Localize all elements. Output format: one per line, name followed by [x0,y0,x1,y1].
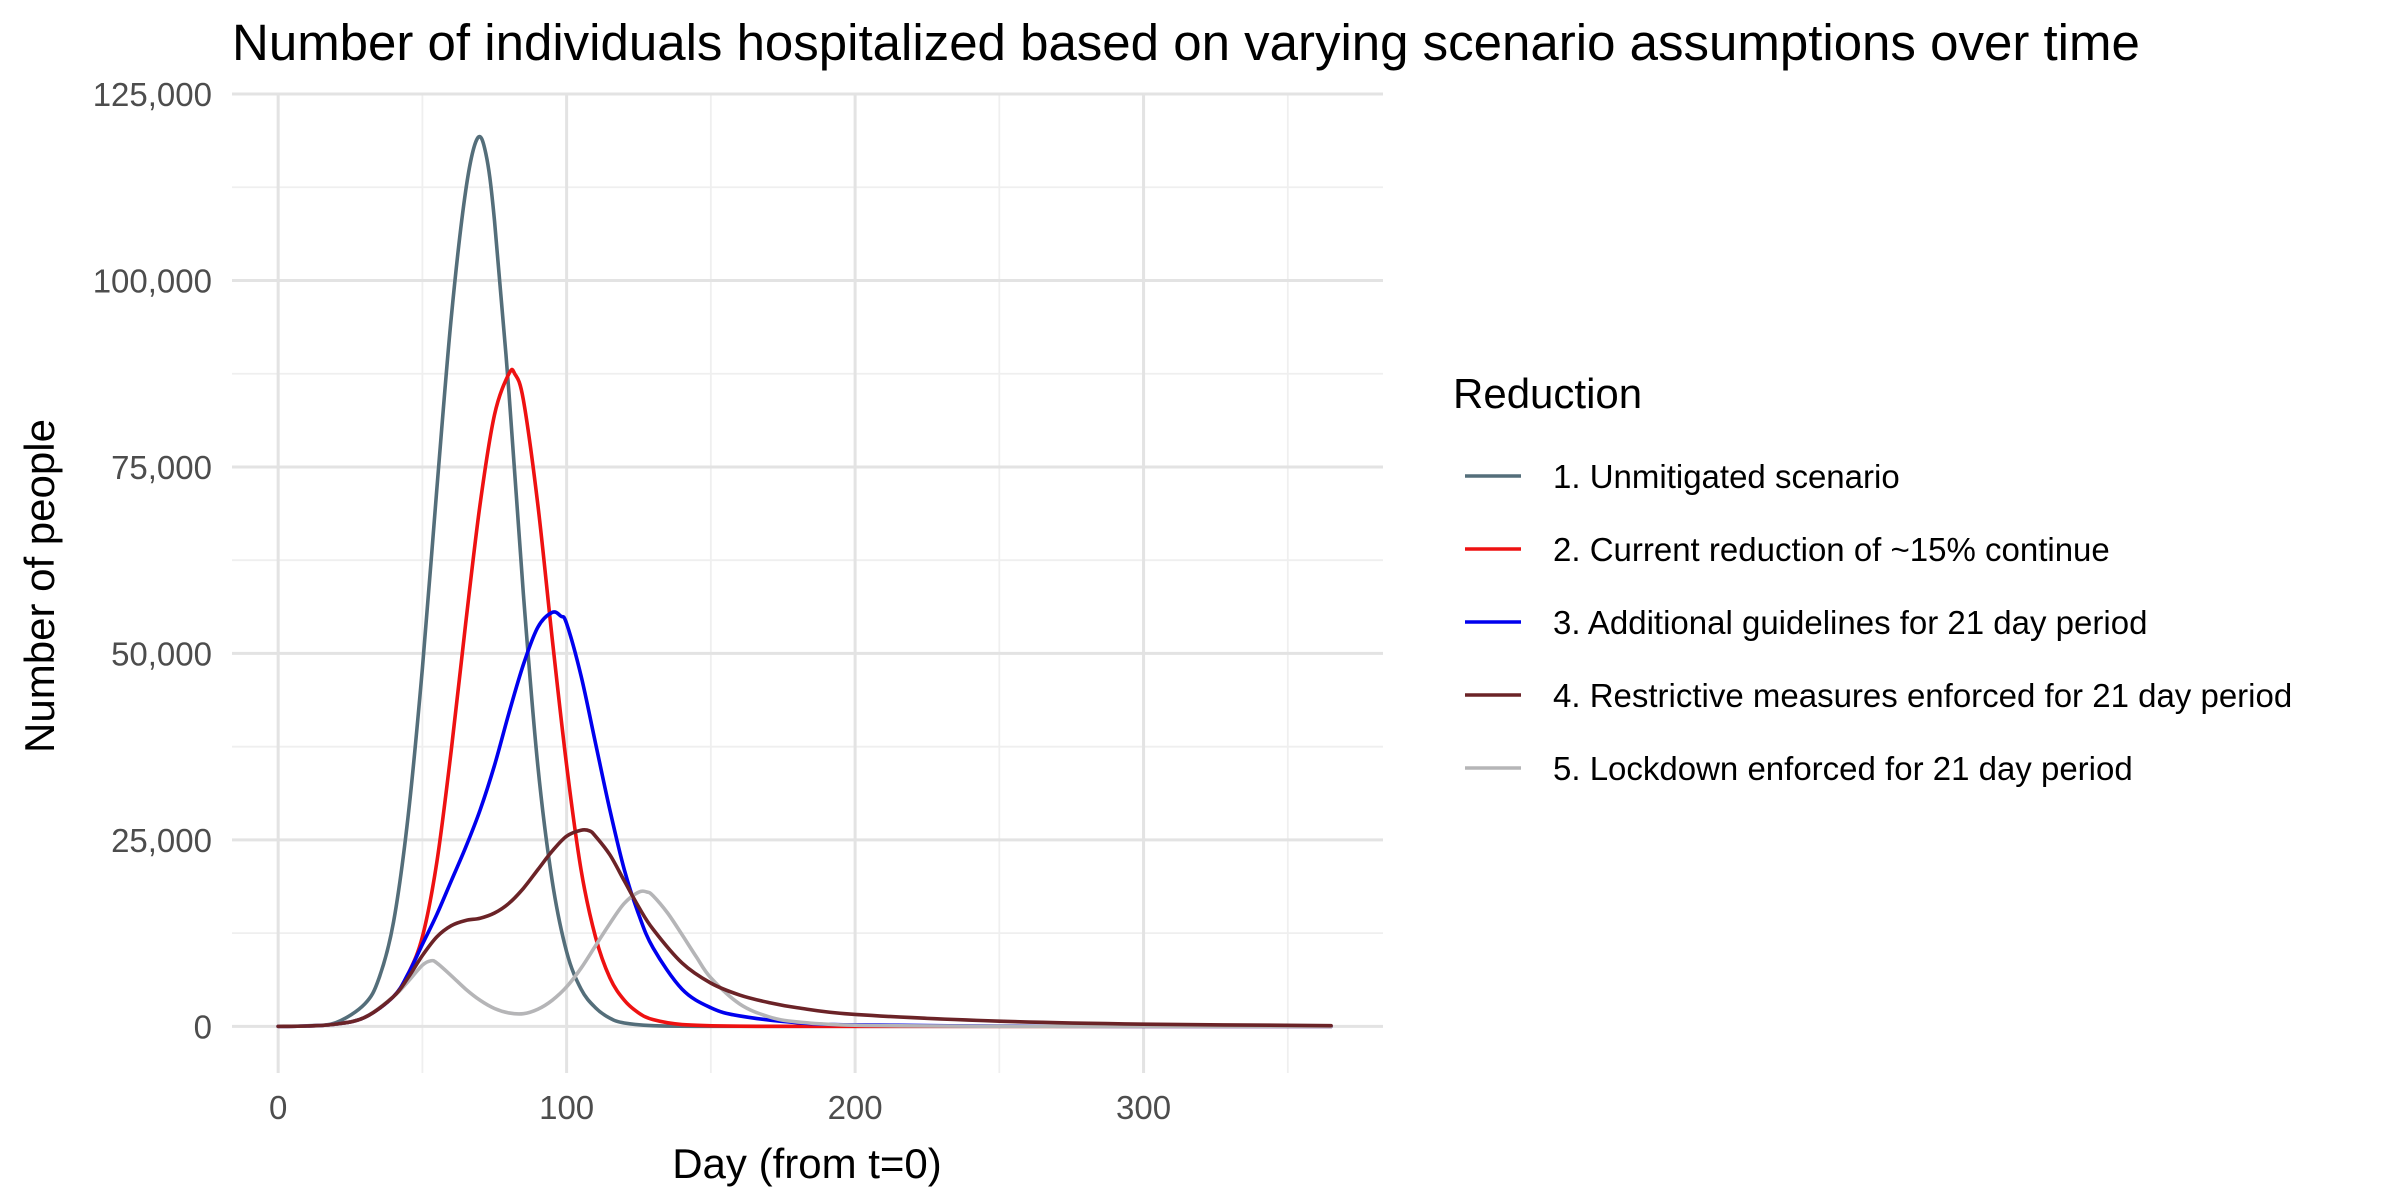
y-tick-label: 50,000 [111,635,212,672]
y-axis-title: Number of people [16,419,63,753]
legend-item-1: 1. Unmitigated scenario [1465,458,1900,495]
y-tick-label: 0 [194,1008,212,1045]
series-line-4 [276,828,1333,1029]
series-lines [276,134,1333,1029]
major-gridlines [232,92,1383,1073]
y-tick-label: 125,000 [93,76,212,113]
legend-label-1: 1. Unmitigated scenario [1553,458,1900,495]
legend-item-2: 2. Current reduction of ~15% continue [1465,531,2110,568]
legend-label-5: 5. Lockdown enforced for 21 day period [1553,750,2133,787]
minor-gridlines [232,94,1383,1073]
x-tick-label: 200 [828,1089,883,1126]
x-tick-label: 100 [539,1089,594,1126]
legend-item-5: 5. Lockdown enforced for 21 day period [1465,750,2133,787]
y-tick-label: 25,000 [111,822,212,859]
legend-label-4: 4. Restrictive measures enforced for 21 … [1553,677,2292,714]
y-tick-label: 100,000 [93,262,212,299]
y-axis-ticks: 0 25,000 50,000 75,000 100,000 125,000 [93,76,212,1045]
legend-label-3: 3. Additional guidelines for 21 day peri… [1553,604,2147,641]
x-tick-label: 300 [1116,1089,1171,1126]
legend-item-4: 4. Restrictive measures enforced for 21 … [1465,677,2292,714]
legend-items: 1. Unmitigated scenario 2. Current reduct… [1465,458,2292,787]
legend-title: Reduction [1453,370,1642,417]
legend: Reduction 1. Unmitigated scenario 2. Curr… [1453,370,2292,787]
series-line-1 [276,134,1333,1029]
chart-title: Number of individuals hospitalized based… [232,14,2140,71]
x-axis-ticks: 0 100 200 300 [269,1089,1171,1126]
y-tick-label: 75,000 [111,449,212,486]
series-line-5 [276,889,1333,1029]
legend-item-3: 3. Additional guidelines for 21 day peri… [1465,604,2147,641]
legend-label-2: 2. Current reduction of ~15% continue [1553,531,2110,568]
x-axis-title: Day (from t=0) [672,1140,942,1187]
x-tick-label: 0 [269,1089,287,1126]
